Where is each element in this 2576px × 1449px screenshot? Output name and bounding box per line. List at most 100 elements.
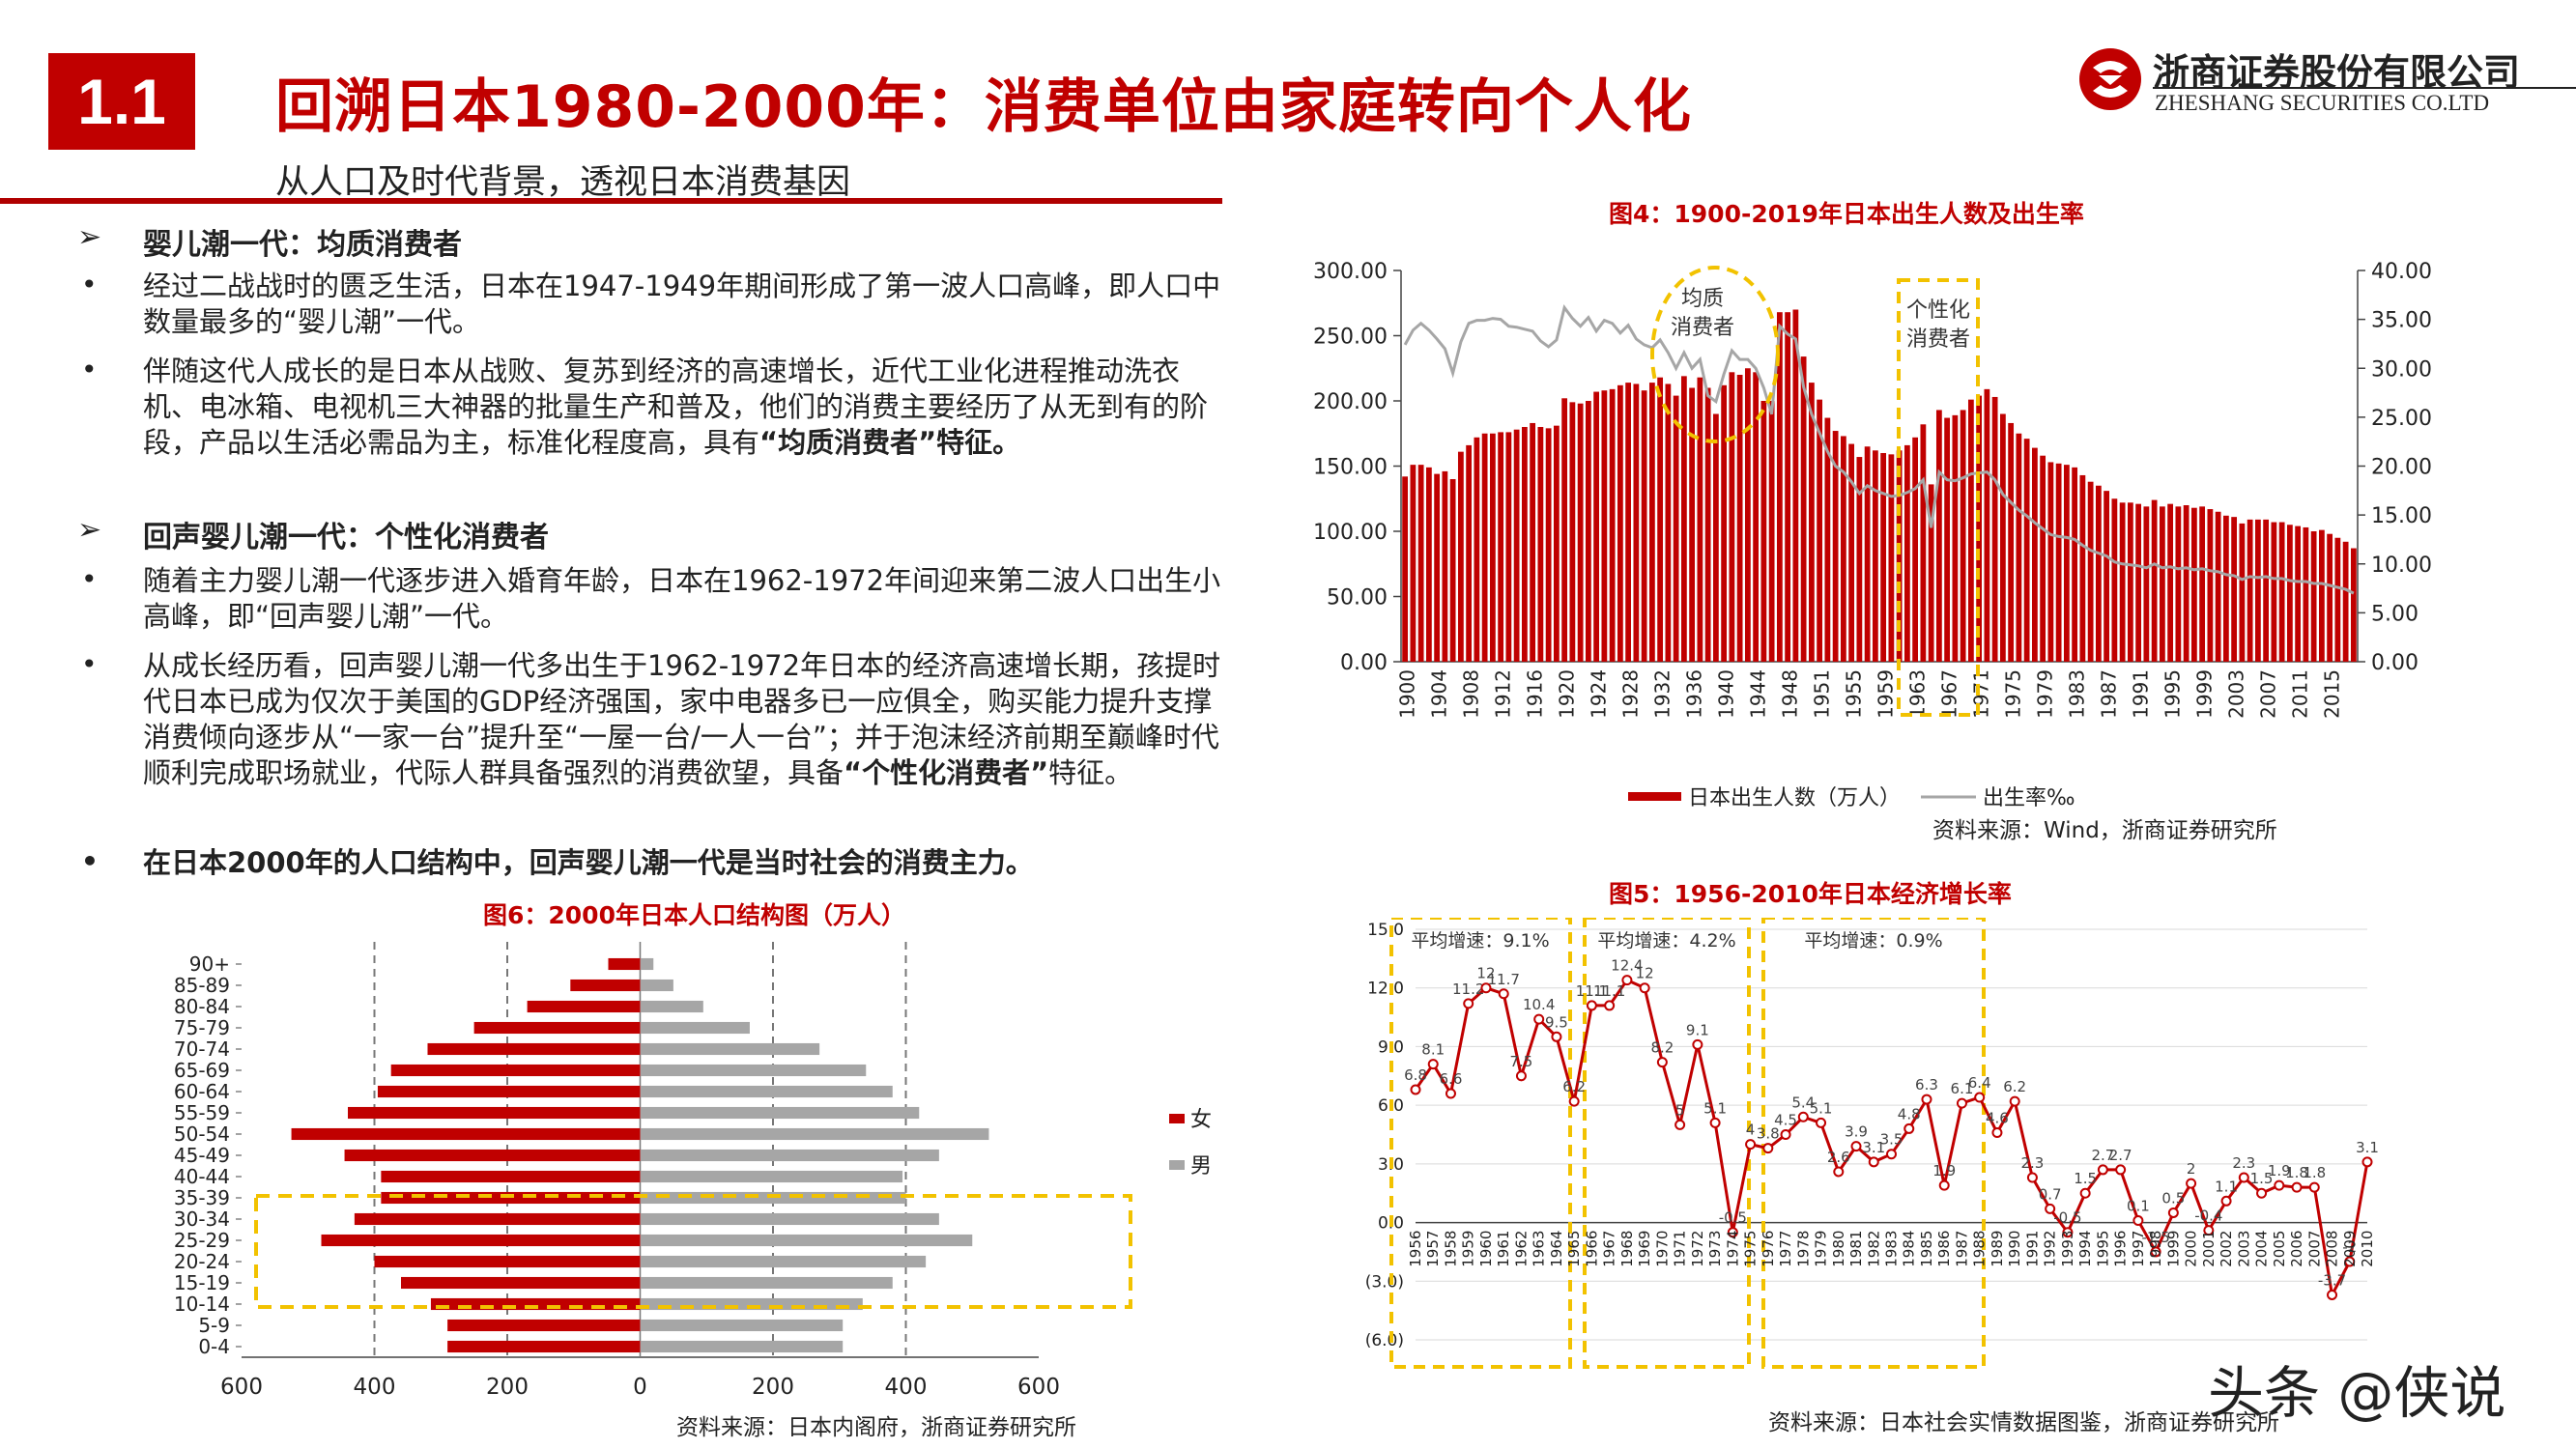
fig5-x-tick-label: 1959 (1460, 1231, 1477, 1267)
fig4-bar (1721, 384, 1728, 662)
fig5-y-tick-label: 12.0 (1367, 980, 1404, 999)
fig5-point (1727, 1227, 1738, 1238)
fig4-right-tick-label: 35.00 (2371, 309, 2432, 333)
fig4-bar (1880, 453, 1887, 662)
paragraph-2-emphasis: “均质消费者” (759, 426, 937, 459)
fig4-bar (1912, 437, 1919, 662)
fig4-x-tick-label: 1967 (1938, 669, 1961, 719)
fig6-age-label: 90+ (189, 952, 230, 976)
fig5-data-label: 4 (1746, 1122, 1756, 1139)
fig4-annotation-2-line2: 消费者 (1906, 327, 1970, 352)
fig6-age-label: 45-49 (174, 1144, 230, 1167)
fig5-data-label: 0.5 (2161, 1189, 2185, 1207)
fig6-legend-male-label: 男 (1190, 1154, 1212, 1179)
fig5-point (1974, 1092, 1986, 1103)
fig5-y-tick-label: (6.0) (1365, 1331, 1404, 1350)
fig6-title: 图6：2000年日本人口结构图（万人） (483, 901, 905, 929)
bullet-dot: • (81, 563, 98, 595)
fig5-data-label: 8.2 (1650, 1039, 1674, 1057)
fig4-left-tick-label: 50.00 (1327, 586, 1388, 611)
fig5-x-tick-label: 2001 (2200, 1231, 2218, 1267)
fig5-data-label: 12 (1476, 965, 1495, 982)
fig5-point (1692, 1038, 1703, 1050)
fig5-data-label: 6.8 (1404, 1066, 1427, 1084)
fig5-point (2097, 1164, 2108, 1176)
fig4-bar (1984, 388, 1990, 662)
page-title: 回溯日本1980-2000年：消费单位由家庭转向个人化 (275, 73, 1692, 141)
fig5-period1-box (1389, 918, 1572, 1369)
fig5-point (1515, 1070, 1527, 1082)
fig4-x-tick-label: 1904 (1428, 669, 1451, 719)
fig4-right-tick-label: 20.00 (2371, 456, 2432, 480)
fig4-x-tick-label: 1924 (1588, 669, 1611, 719)
fig4-highlight-ellipse (1650, 266, 1780, 443)
logo-mark-icon (2079, 48, 2141, 110)
fig4-x-tick-label: 1991 (2130, 669, 2153, 719)
fig4-bar (2016, 433, 2022, 662)
fig5-y-tick-label: (3.0) (1365, 1272, 1404, 1292)
fig6-male-bar (640, 979, 673, 992)
fig6-male-bar (640, 1170, 903, 1183)
fig5-data-label: 3.9 (1845, 1123, 1868, 1141)
fig4-annotation-2-line1: 个性化 (1906, 298, 1970, 323)
fig5-x-tick-label: 1958 (1442, 1231, 1459, 1267)
fig5-x-tick-label: 1977 (1777, 1231, 1794, 1267)
paragraph-4: 从成长经历看，回声婴儿潮一代多出生于1962-1972年日本的经济高速增长期，孩… (143, 648, 1235, 791)
fig4-x-tick-label: 2007 (2257, 669, 2280, 719)
header-divider (0, 198, 1222, 204)
fig5-point (1780, 1129, 1791, 1140)
fig5-x-tick-label: 1965 (1565, 1231, 1583, 1267)
fig4-x-tick-label: 1971 (1970, 669, 1993, 719)
fig4-bar (1648, 383, 1655, 662)
fig5-data-label: 6.3 (1915, 1076, 1938, 1094)
fig4-bar (1697, 377, 1703, 662)
fig4-x-tick-label: 1920 (1556, 669, 1579, 719)
fig4-bar (2159, 506, 2165, 662)
fig4-bar (2143, 506, 2150, 662)
fig5-point (1850, 1141, 1862, 1152)
fig6-female-bar (348, 1106, 641, 1120)
fig5-avg-label-1: 平均增速：9.1% (1411, 930, 1549, 952)
fig6-x-tick-label: 200 (486, 1375, 529, 1400)
fig5-point (2291, 1181, 2303, 1193)
fig4-x-tick-label: 1999 (2193, 669, 2217, 719)
fig4-bar (1498, 432, 1504, 662)
fig6-male-bar (640, 1106, 920, 1120)
bullet-dot: • (81, 269, 98, 300)
fig4-bar (1840, 436, 1846, 662)
fig4-bar (2263, 519, 2270, 662)
fig4-bar (1657, 377, 1664, 662)
paragraph-4-tail: 特征。 (1048, 756, 1133, 789)
fig5-data-label: 4.8 (1898, 1105, 1921, 1122)
fig5-point (2238, 1172, 2249, 1183)
fig4-bar (1442, 470, 1448, 662)
fig5-x-tick-label: 1982 (1865, 1231, 1882, 1267)
fig4-legend-births-swatch (1628, 792, 1681, 801)
fig5-point (1709, 1117, 1721, 1128)
bullet-dot: • (81, 648, 98, 680)
fig5-chart: 15.012.09.06.03.00.0(3.0)(6.0) 平均增速：9.1%… (1365, 918, 2379, 1435)
fig6-x-tick-label: 400 (885, 1375, 928, 1400)
fig5-data-label: 5 (1675, 1101, 1685, 1119)
fig5-x-tick-label: 1979 (1813, 1231, 1830, 1267)
fig6-female-bar (344, 1149, 641, 1162)
fig4-bar (2318, 529, 2325, 662)
fig6-male-bar (640, 1085, 893, 1098)
fig5-x-tick-label: 1983 (1883, 1231, 1901, 1267)
fig4-bar (2175, 506, 2182, 662)
fig5-point (1656, 1057, 1668, 1068)
fig5-x-tick-label: 1994 (2076, 1231, 2094, 1267)
fig4-left-tick-label: 250.00 (1313, 326, 1388, 350)
fig4-bar (1792, 309, 1799, 662)
fig6-x-tick-label: 600 (220, 1375, 263, 1400)
fig6-female-bar (390, 1064, 641, 1077)
fig4-bar (1474, 437, 1480, 662)
fig5-data-label: 2.6 (1827, 1149, 1850, 1166)
fig5-data-label: 2 (2187, 1160, 2196, 1178)
fig4-bar (2008, 422, 2015, 662)
fig4-bar (1768, 401, 1775, 662)
fig4-x-tick-label: 1948 (1779, 669, 1802, 719)
fig4-bar (2278, 522, 2285, 662)
fig5-data-label: 1.8 (2285, 1164, 2308, 1181)
fig5-x-tick-label: 1978 (1794, 1231, 1812, 1267)
